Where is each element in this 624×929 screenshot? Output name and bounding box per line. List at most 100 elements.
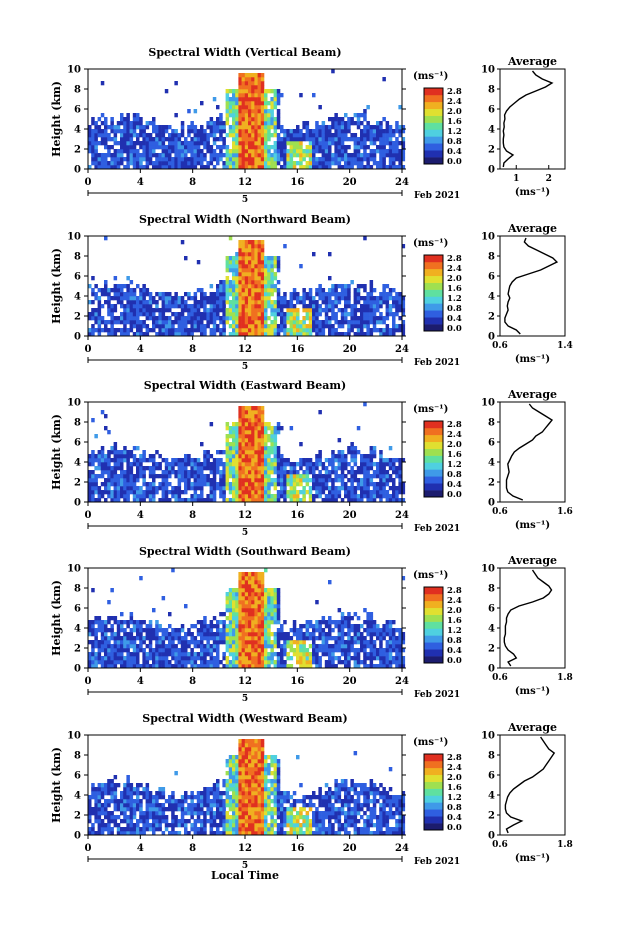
heatmap-cell [142, 300, 146, 305]
colorbar-segment [424, 476, 443, 484]
heatmap-cell [251, 466, 255, 471]
heatmap-cell [161, 141, 166, 146]
heatmap-cell [244, 117, 249, 122]
heatmap-cell [395, 640, 399, 645]
heatmap-cell [235, 165, 239, 170]
heatmap-cell [184, 458, 188, 463]
heatmap-cell [100, 161, 105, 166]
heatmap-cell [350, 320, 354, 325]
heatmap-cell [235, 97, 239, 102]
heatmap-cell [129, 129, 134, 134]
heatmap-cell [200, 137, 204, 142]
profile-y-tick-label: 2 [488, 145, 495, 156]
heatmap-cell [289, 153, 294, 158]
heatmap-cell [366, 105, 370, 110]
heatmap-cell [113, 446, 118, 451]
heatmap-cell [321, 616, 326, 621]
heatmap-cell [337, 636, 342, 641]
heatmap-cell [228, 109, 233, 114]
heatmap-cell [139, 300, 143, 305]
heatmap-cell [260, 73, 265, 78]
heatmap-cell [248, 596, 252, 601]
heatmap-cell [177, 652, 182, 657]
heatmap-cell [136, 652, 140, 657]
heatmap-cell [360, 133, 364, 138]
heatmap-cell [129, 292, 134, 297]
heatmap-cell [340, 292, 345, 297]
heatmap-cell [241, 636, 246, 641]
heatmap-cell [401, 498, 406, 503]
heatmap-cell [273, 288, 278, 293]
heatmap-cell [235, 133, 239, 138]
heatmap-cell [260, 137, 265, 142]
heatmap-cell [171, 490, 175, 495]
heatmap-cell [244, 292, 249, 297]
heatmap-cell [212, 660, 217, 665]
heatmap-cell [296, 300, 300, 305]
heatmap-cell [267, 620, 271, 625]
heatmap-cell [283, 494, 287, 499]
heatmap-cell [312, 474, 316, 479]
heatmap-cell [248, 624, 252, 629]
heatmap-cell [196, 324, 201, 329]
heatmap-cell [286, 482, 290, 487]
heatmap-cell [270, 466, 274, 471]
heatmap-cell [280, 93, 284, 98]
heatmap-cell [228, 640, 233, 645]
heatmap-cell [145, 486, 150, 491]
heatmap-cell [200, 133, 204, 138]
heatmap-cell [260, 478, 265, 483]
heatmap-cell [257, 101, 262, 106]
heatmap-cell [398, 304, 402, 309]
heatmap-cell [392, 165, 396, 170]
heatmap-cell [120, 640, 124, 645]
heatmap-cell [328, 117, 332, 122]
heatmap-cell [308, 636, 313, 641]
heatmap-cell [187, 486, 191, 491]
heatmap-cell [206, 624, 210, 629]
heatmap-cell [91, 418, 95, 423]
heatmap-cell [385, 478, 390, 483]
heatmap-cell [251, 252, 255, 257]
heatmap-cell [228, 324, 233, 329]
heatmap-cell [254, 482, 258, 487]
heatmap-cell [254, 462, 258, 467]
heatmap-cell [180, 149, 185, 154]
heatmap-cell [148, 328, 153, 333]
heatmap-cell [321, 141, 326, 146]
heatmap-cell [369, 320, 374, 325]
heatmap-cell [136, 498, 140, 503]
heatmap-cell [180, 125, 185, 130]
heatmap-cell [395, 165, 399, 170]
heatmap-cell [318, 486, 322, 491]
heatmap-cell [104, 478, 108, 483]
heatmap-cell [145, 664, 150, 669]
heatmap-cell [129, 640, 134, 645]
heatmap-cell [340, 458, 345, 463]
heatmap-cell [360, 458, 364, 463]
heatmap-cell [148, 482, 153, 487]
heatmap-cell [91, 664, 95, 669]
heatmap-cell [196, 137, 201, 142]
profile-y-tick-label: 6 [488, 438, 495, 449]
heatmap-cell [91, 316, 95, 321]
heatmap-cell [273, 133, 278, 138]
heatmap-cell [334, 470, 338, 475]
profile-x-tick-label: 1 [513, 174, 519, 184]
heatmap-cell [296, 636, 300, 641]
heatmap-cell [145, 624, 150, 629]
heatmap-cell [228, 157, 233, 162]
heatmap-cell [382, 284, 386, 289]
heatmap-cell [353, 458, 358, 463]
heatmap-cell [334, 284, 338, 289]
heatmap-cell [97, 324, 102, 329]
heatmap-cell [180, 652, 185, 657]
heatmap-cell [228, 260, 233, 265]
heatmap-cell [113, 656, 118, 661]
heatmap-cell [145, 458, 150, 463]
heatmap-cell [91, 292, 95, 297]
heatmap-cell [267, 588, 271, 593]
heatmap-cell [107, 486, 111, 491]
heatmap-cell [129, 652, 134, 657]
heatmap-cell [395, 304, 399, 309]
